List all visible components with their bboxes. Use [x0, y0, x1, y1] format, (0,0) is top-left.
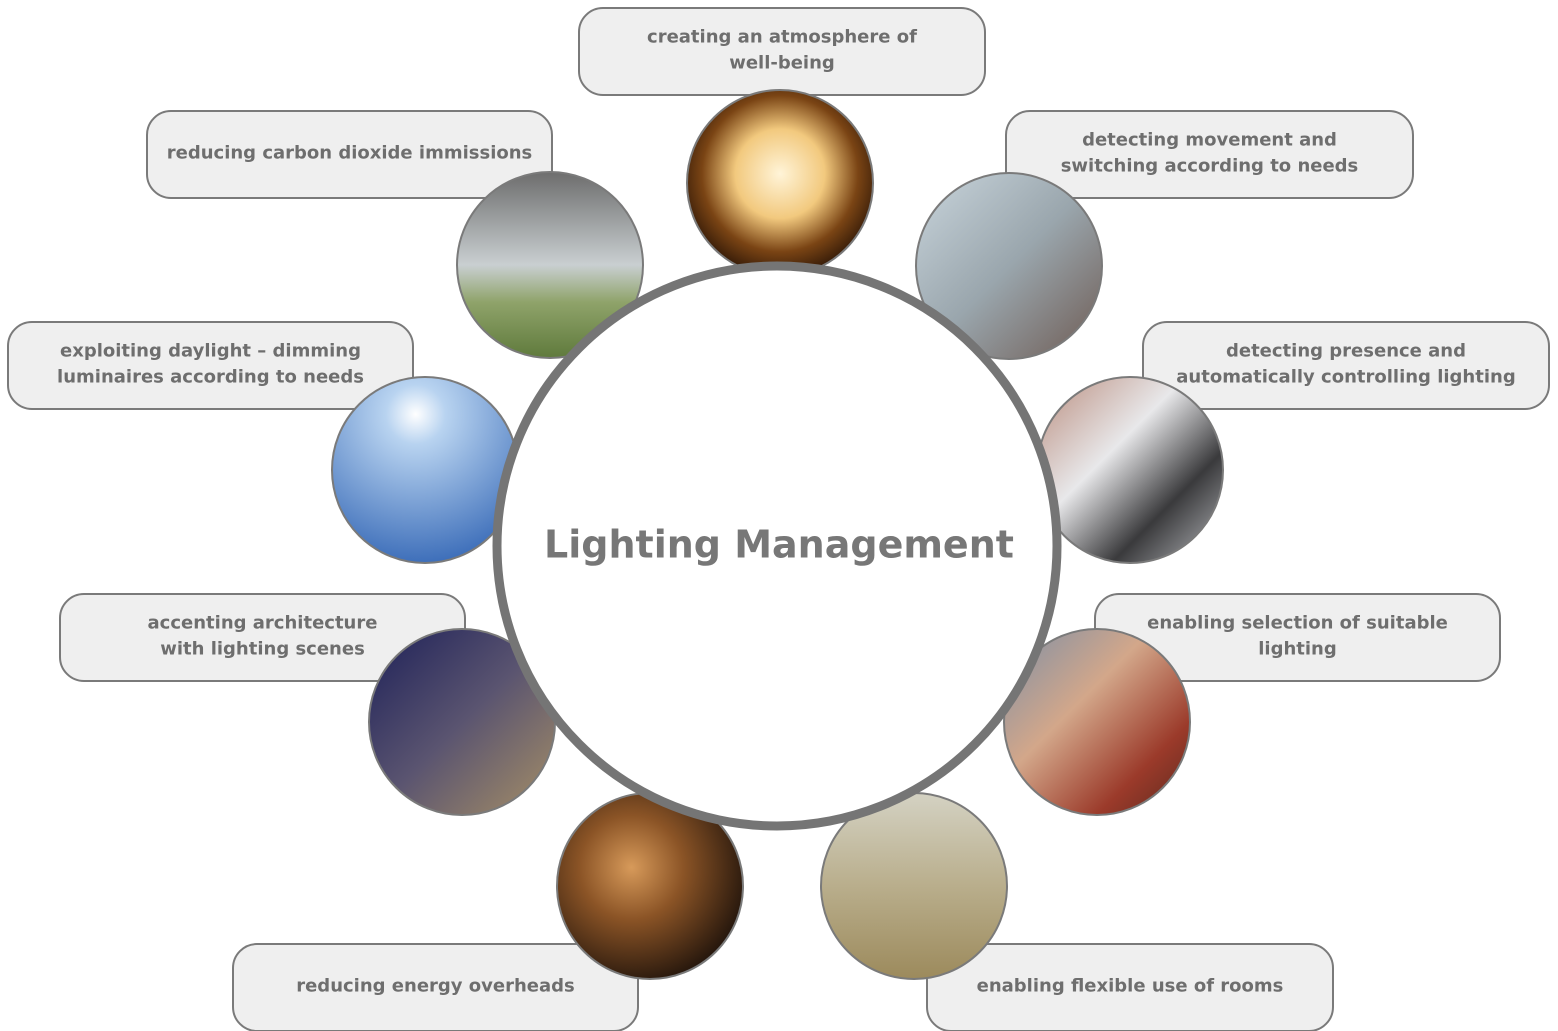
photo — [1037, 377, 1223, 563]
node-label: well-being — [729, 53, 835, 74]
node-label: enabling flexible use of rooms — [977, 976, 1284, 997]
photo — [332, 377, 518, 563]
node-label: with lighting scenes — [160, 639, 365, 660]
label-box — [1006, 111, 1413, 198]
node-label: accenting architecture — [148, 613, 378, 634]
node-label: detecting movement and — [1082, 130, 1337, 151]
label-box — [8, 322, 413, 409]
node-label: exploiting daylight – dimming — [60, 341, 361, 362]
node-label: enabling selection of suitable — [1147, 613, 1448, 634]
node-label: reducing carbon dioxide immissions — [167, 143, 533, 164]
diagram: creating an atmosphere of well-being detec… — [0, 0, 1558, 1031]
node-label: automatically controlling lighting — [1176, 367, 1515, 388]
node-label: lighting — [1258, 639, 1337, 660]
label-box — [579, 8, 985, 95]
node-label: detecting presence and — [1226, 341, 1466, 362]
label-box — [1143, 322, 1549, 409]
center-label: Lighting Management — [544, 523, 1014, 567]
node-label: switching according to needs — [1061, 156, 1359, 177]
node-label: creating an atmosphere of — [647, 27, 917, 48]
node-label: luminaires according to needs — [57, 367, 364, 388]
node-label: reducing energy overheads — [296, 976, 575, 997]
photo — [687, 90, 873, 276]
